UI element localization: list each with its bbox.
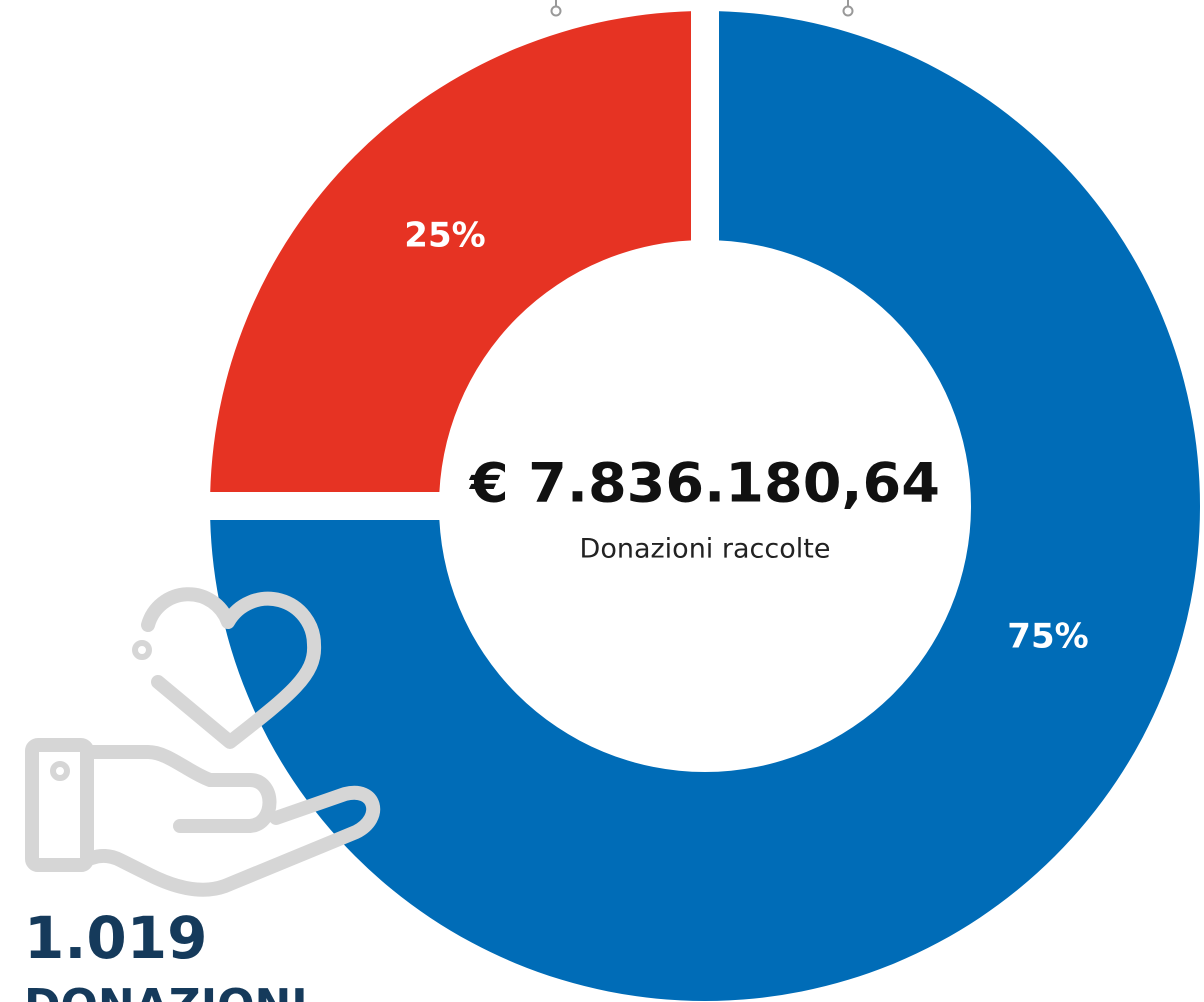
donut: 25% 75% — [205, 6, 1200, 1001]
stat-count: 1.019 — [24, 904, 207, 972]
marker — [842, 5, 854, 17]
top-markers — [550, 0, 854, 17]
slice-label: 75% — [1007, 617, 1088, 657]
stat-label: DONAZIONI — [24, 980, 308, 1002]
hand-heart-icon — [25, 587, 381, 897]
thumb — [85, 785, 381, 897]
slice-label: 25% — [404, 216, 485, 256]
marker — [550, 5, 562, 17]
slice — [210, 11, 705, 506]
slice — [210, 11, 1200, 1001]
center-label: Donazioni raccolte — [580, 534, 831, 565]
cuff — [25, 738, 94, 872]
center-value: € 7.836.180,64 — [468, 452, 940, 515]
heart-dot — [132, 640, 152, 660]
palm — [83, 745, 277, 833]
heart — [141, 587, 322, 749]
cuff-dot — [50, 761, 70, 781]
